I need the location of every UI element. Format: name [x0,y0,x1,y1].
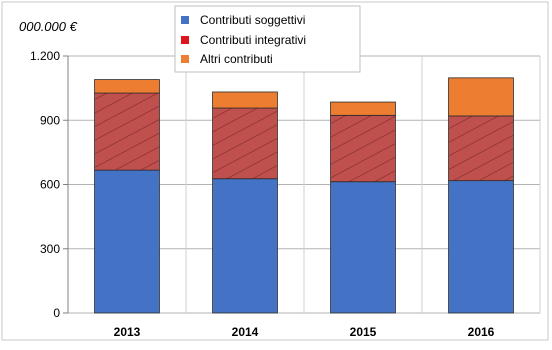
y-tick-label: 900 [40,113,60,127]
x-axis-ticks: 2013 2014 2015 2016 [114,325,495,339]
bar-2015-series-0 [330,181,396,314]
y-tick-label: 1.200 [30,49,60,63]
legend-label-contributi-integrativi: Contributi integrativi [200,33,306,47]
x-tick-label: 2013 [114,325,141,339]
unit-label: 000.000 € [19,19,78,34]
legend-label-contributi-soggettivi: Contributi soggettivi [200,13,305,27]
bar-2013-series-1 [94,92,160,171]
y-tick-label: 600 [40,178,60,192]
legend-marker-altri-contributi [181,55,189,63]
y-tick-label: 0 [53,306,60,320]
legend-label-altri-contributi: Altri contributi [200,52,273,66]
legend-box [174,5,361,73]
bars [94,77,514,314]
x-tick-label: 2014 [232,325,259,339]
x-tick-label: 2015 [350,325,377,339]
bar-2015-series-2 [330,101,396,116]
legend: Contributi soggettivi Contributi integra… [174,5,361,73]
x-tick-label: 2016 [468,325,495,339]
bar-2016-series-1 [448,115,514,182]
y-tick-label: 300 [40,242,60,256]
bar-2016-series-2 [448,77,514,117]
bar-2015-series-1 [330,114,396,183]
bar-2014-series-1 [212,107,278,180]
y-axis-ticks: 0 300 600 900 1.200 [30,49,60,320]
bar-2016-series-0 [448,180,514,314]
bar-2014-series-2 [212,91,278,109]
bar-2014-series-0 [212,178,278,314]
legend-marker-contributi-soggettivi [181,16,189,24]
legend-marker-contributi-integrativi [181,36,189,44]
bar-2013-series-0 [94,169,160,314]
bar-2013-series-2 [94,79,160,94]
